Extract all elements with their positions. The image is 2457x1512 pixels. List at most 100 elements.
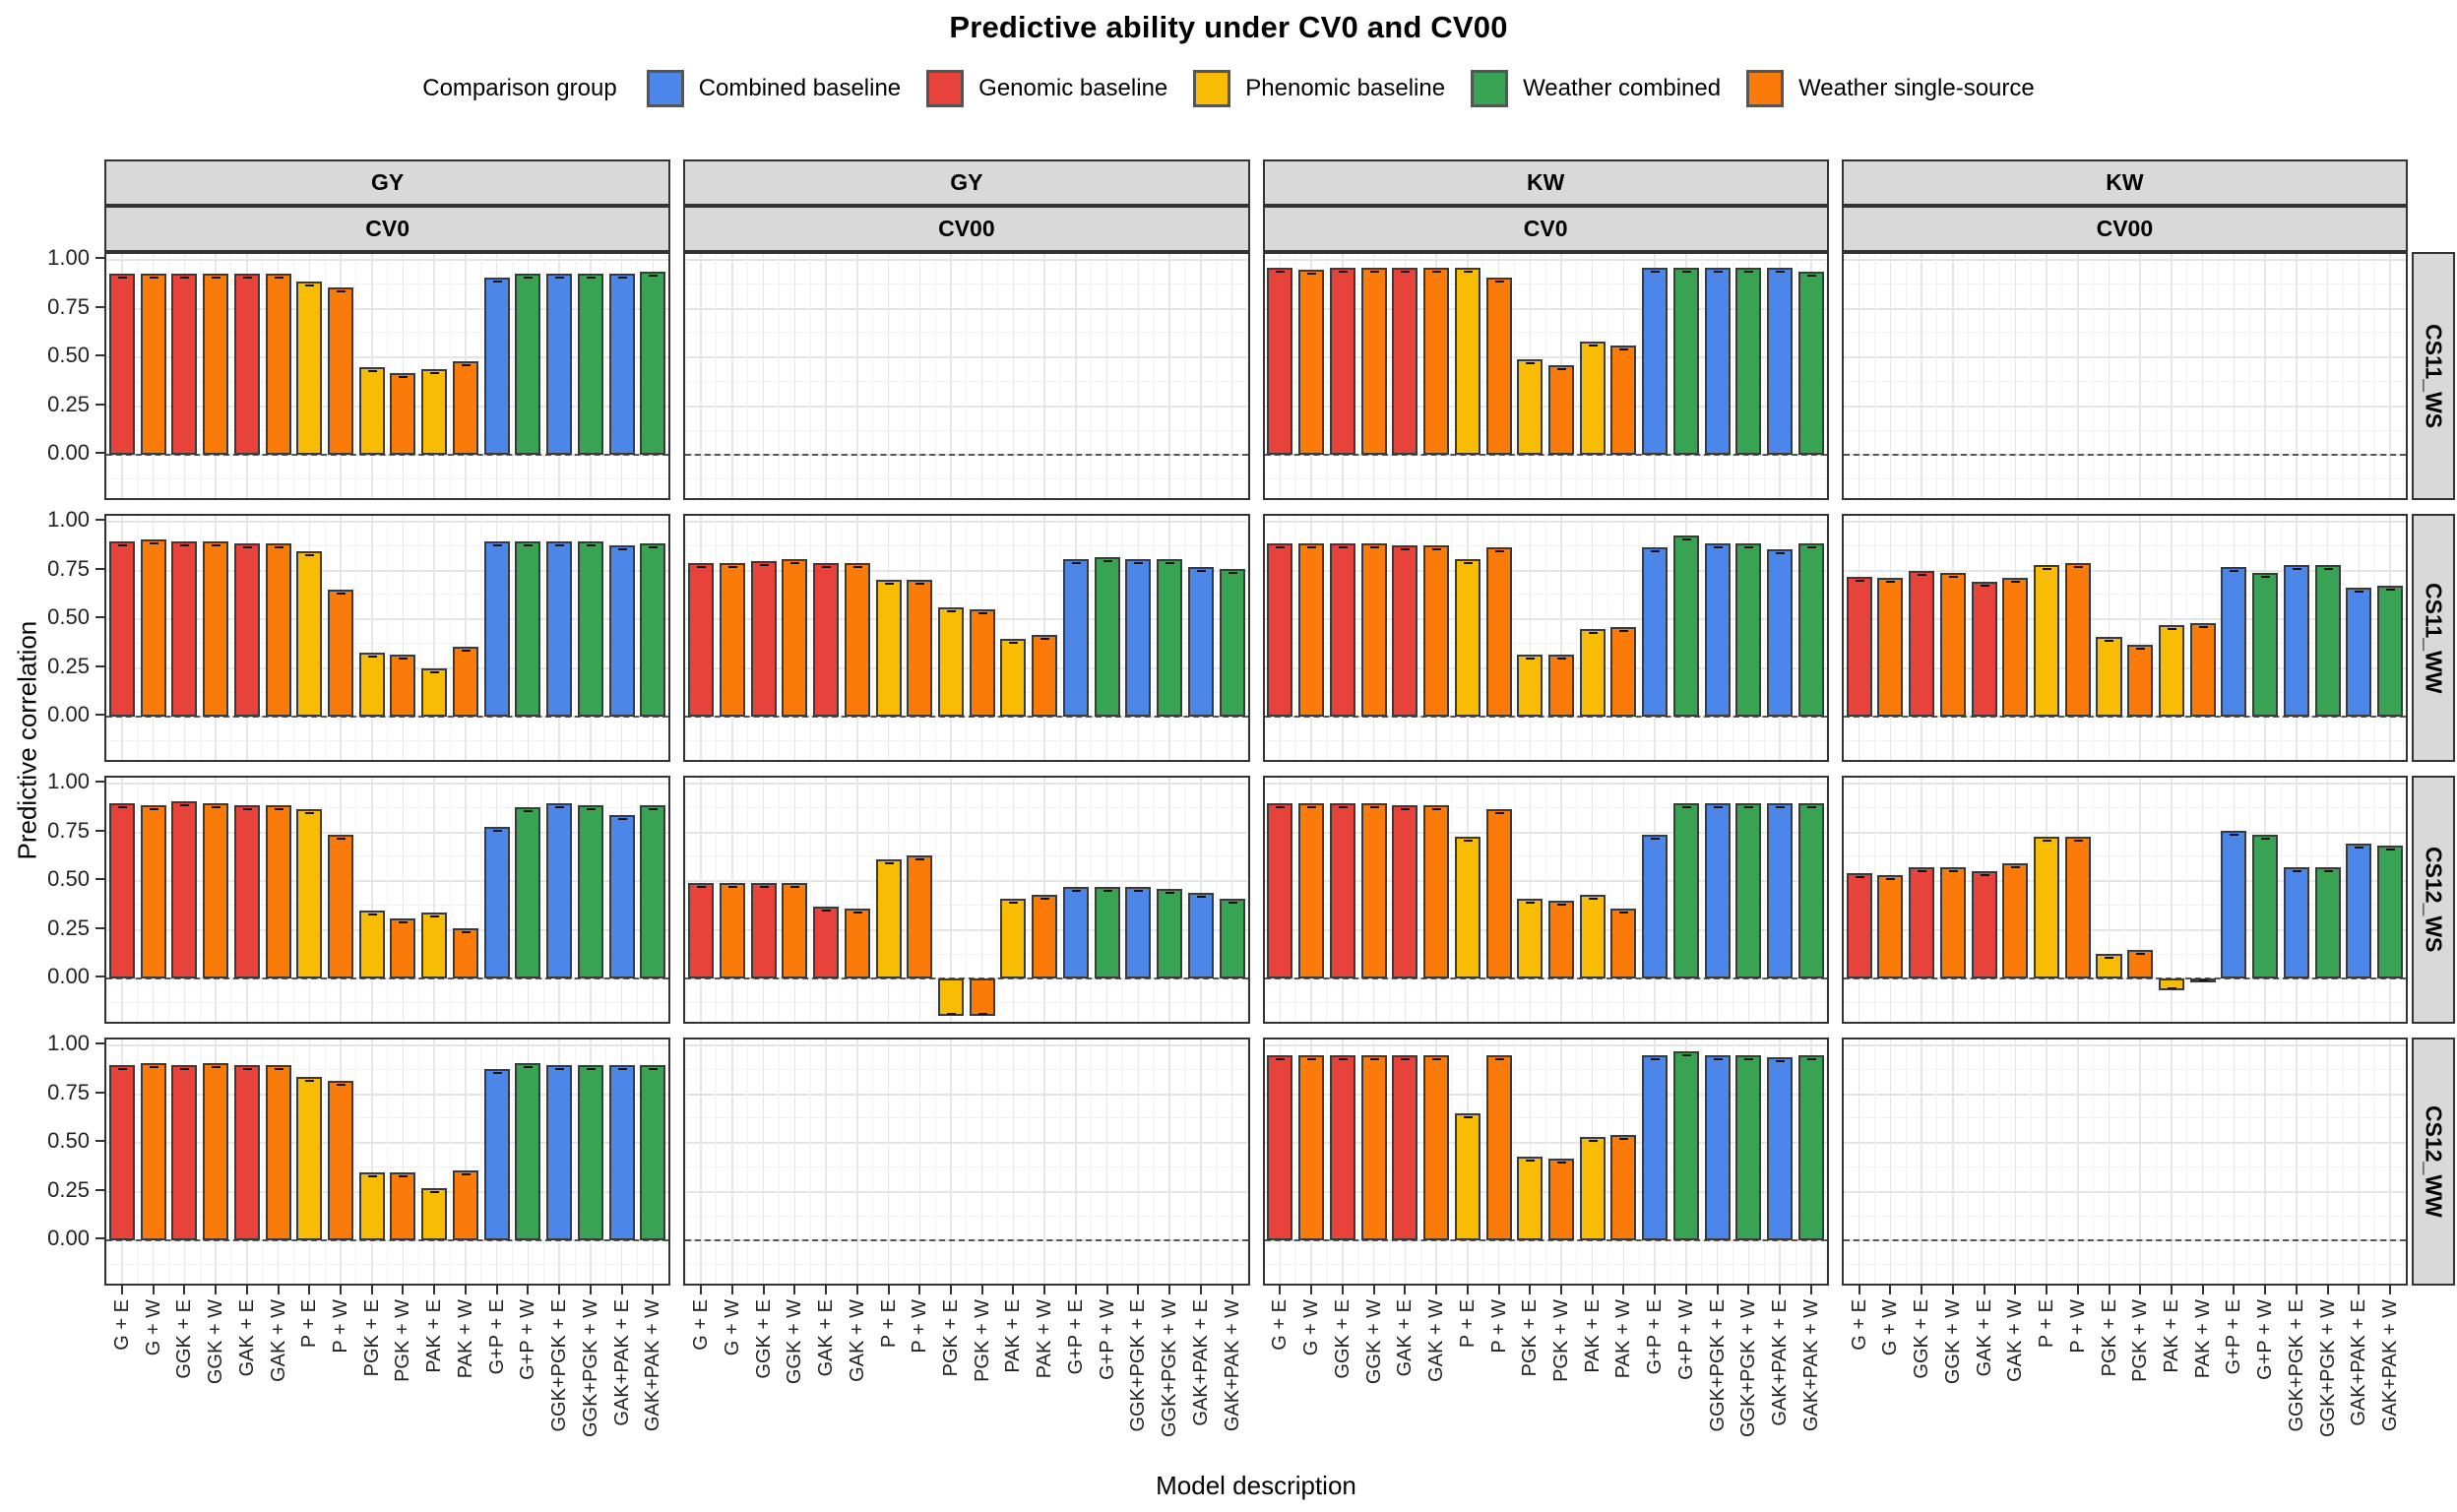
- bar: [608, 544, 635, 718]
- error-bar: [1681, 805, 1691, 808]
- gridline-minor-v: [2218, 516, 2220, 760]
- bar: [265, 542, 291, 718]
- x-tick: [2170, 1286, 2173, 1294]
- x-tick: [1983, 1286, 1985, 1294]
- error-bar: [461, 930, 471, 933]
- error-bar: [242, 1067, 252, 1070]
- x-tick-label: PGK + E: [2098, 1299, 2120, 1377]
- x-tick-label: GAK + E: [235, 1299, 258, 1377]
- bar: [1579, 629, 1606, 718]
- legend-label: Phenomic baseline: [1245, 75, 1446, 101]
- gridline-minor-v: [480, 254, 482, 498]
- x-tick: [433, 1286, 436, 1294]
- gridline-major-v: [856, 1040, 858, 1284]
- gridline-minor-v: [2123, 516, 2125, 760]
- error-bar: [586, 276, 596, 279]
- error-bar: [727, 886, 737, 889]
- error-bar: [1918, 573, 1927, 576]
- gridline-major-v: [2358, 254, 2361, 498]
- bar: [1485, 546, 1512, 718]
- x-tick-label: GAK+PAK + W: [1221, 1299, 1243, 1432]
- error-bar: [617, 276, 627, 279]
- gridline-major-v: [950, 778, 952, 1022]
- bar: [1939, 572, 1966, 718]
- y-tick: [95, 1041, 104, 1044]
- error-bar: [2261, 837, 2271, 840]
- x-tick: [1199, 1286, 1202, 1294]
- y-tick-label: 1.00: [47, 768, 90, 793]
- x-tick-label: GAK + W: [267, 1299, 289, 1382]
- y-tick: [95, 1091, 104, 1094]
- gridline-minor-v: [903, 254, 905, 498]
- col-strip-trait: KW: [1841, 159, 2408, 206]
- gridline-minor-v: [574, 254, 576, 498]
- bar: [328, 1080, 354, 1241]
- gridline-major-v: [1230, 1040, 1233, 1284]
- gridline-major-v: [1889, 1040, 1892, 1284]
- bar: [1909, 570, 1935, 718]
- gridline-minor-v: [872, 516, 874, 760]
- error-bar: [1619, 911, 1629, 914]
- bar: [688, 562, 715, 718]
- bar: [640, 804, 666, 979]
- x-tick-label: GAK + E: [1394, 1299, 1417, 1377]
- error-bar: [1369, 545, 1379, 548]
- gridline-minor-v: [1184, 778, 1186, 1022]
- gridline-major-v: [793, 1040, 796, 1284]
- gridline-major-v: [2296, 1040, 2298, 1284]
- error-bar: [242, 276, 252, 279]
- gridline-minor-v: [1122, 516, 1124, 760]
- x-tick: [2108, 1286, 2110, 1294]
- x-tick-label: PGK + E: [1519, 1299, 1542, 1377]
- error-bar: [1338, 545, 1348, 548]
- bar: [1392, 1054, 1418, 1241]
- bar: [813, 562, 840, 718]
- bar: [140, 1062, 166, 1241]
- gridline-minor-v: [1998, 516, 2000, 760]
- error-bar: [430, 670, 440, 673]
- gridline-minor-v: [1576, 778, 1578, 1022]
- gridline-major-v: [433, 1040, 435, 1284]
- gridline-minor-v: [417, 254, 419, 498]
- x-tick-label: GGK + W: [205, 1299, 227, 1385]
- gridline-minor-v: [1247, 1040, 1248, 1284]
- error-bar: [884, 583, 894, 586]
- gridline-minor-v: [1936, 1040, 1938, 1284]
- panel-KW-CV0-CS11_WS: [1262, 252, 1829, 500]
- gridline-minor-v: [1843, 778, 1845, 1022]
- gridline-minor-v: [997, 516, 999, 760]
- gridline-major-v: [1168, 1040, 1170, 1284]
- bar: [1032, 895, 1058, 979]
- bar: [1392, 267, 1418, 456]
- bar: [750, 560, 777, 718]
- bar: [1767, 548, 1794, 718]
- gridline-major-v: [2264, 1040, 2266, 1284]
- error-bar: [977, 1013, 987, 1016]
- error-bar: [524, 1065, 534, 1068]
- error-bar: [1463, 561, 1473, 564]
- error-bar: [149, 541, 158, 544]
- zero-line: [685, 1239, 1248, 1242]
- bar: [1642, 834, 1669, 979]
- error-bar: [617, 1067, 627, 1070]
- x-tick-label: G+P + W: [2254, 1299, 2277, 1380]
- bar: [421, 912, 448, 979]
- y-tick: [95, 829, 104, 832]
- error-bar: [1588, 632, 1598, 635]
- error-bar: [884, 862, 894, 865]
- gridline-major-v: [1012, 1040, 1015, 1284]
- error-bar: [1619, 630, 1629, 633]
- gridline-major-v: [1230, 254, 1233, 498]
- gridline-minor-v: [387, 516, 389, 760]
- x-tick: [1779, 1286, 1782, 1294]
- bar: [1672, 1050, 1699, 1241]
- error-bar: [1681, 537, 1691, 540]
- y-tick-label: 0.50: [47, 866, 90, 892]
- gridline-minor-v: [1607, 1040, 1609, 1284]
- x-tick: [370, 1286, 373, 1294]
- bar: [2221, 566, 2247, 718]
- bar: [1187, 893, 1214, 979]
- gridline-minor-v: [230, 778, 232, 1022]
- bar: [1642, 1054, 1669, 1241]
- error-bar: [1886, 581, 1896, 584]
